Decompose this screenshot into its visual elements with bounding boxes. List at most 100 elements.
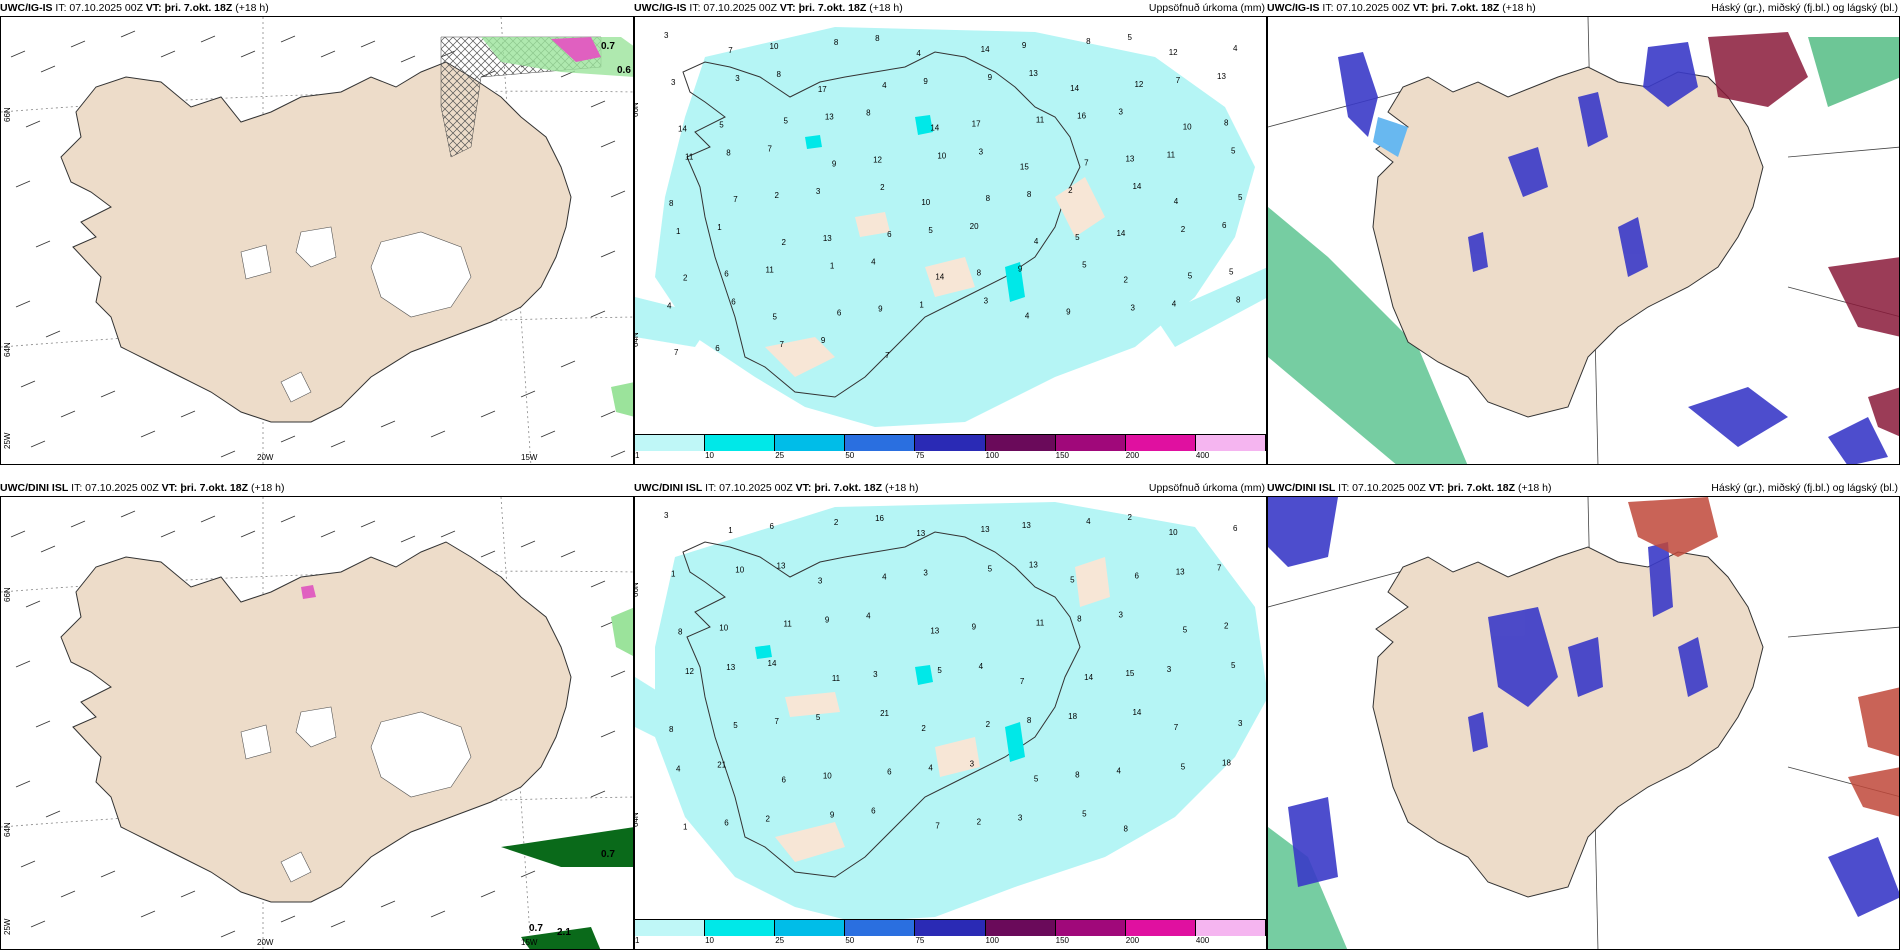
- precip-value: 5: [1229, 268, 1234, 277]
- precip-value: 3: [970, 759, 975, 768]
- precip-legend: 1 10 25 50 75 100 150 200 400: [635, 919, 1266, 949]
- legend-swatch: [775, 435, 846, 451]
- precip-value: 4: [1034, 237, 1039, 246]
- lat-label-64: 64N: [3, 822, 12, 837]
- precip-value: 4: [1233, 44, 1238, 53]
- precip-value: 4: [916, 49, 921, 58]
- lon-label-15: 15W: [521, 938, 538, 947]
- precip-value: 2: [1224, 622, 1229, 631]
- precip-value: 4: [1172, 299, 1177, 308]
- precip-value: 13: [1125, 154, 1134, 163]
- precip-value: 10: [921, 198, 930, 207]
- lead-time: (+18 h): [884, 482, 919, 494]
- glaciers: [240, 226, 472, 403]
- precip-value: 13: [916, 529, 925, 538]
- precip-value: 9: [1066, 307, 1071, 316]
- precip-value: 8: [1224, 119, 1229, 128]
- precip-value: 5: [733, 721, 738, 730]
- precip-value: 9: [1018, 265, 1023, 274]
- legend-swatch: [845, 920, 916, 936]
- precip-value: 13: [1176, 567, 1185, 576]
- precip-value: 9: [988, 73, 993, 82]
- glaciers: [240, 706, 472, 883]
- precip-value: 2: [1181, 225, 1186, 234]
- precip-intense: [755, 645, 1025, 762]
- precip-value: 4: [866, 612, 871, 621]
- precip-value: 5: [937, 666, 942, 675]
- precip-value: 11: [1167, 150, 1176, 159]
- precip-value: 10: [937, 151, 946, 160]
- lead-time: (+18 h): [869, 2, 903, 14]
- wind-label-a: 0.7: [601, 41, 615, 52]
- wind-label-b: 0.7: [529, 923, 543, 934]
- map-precip-top[interactable]: 3 7 10 8 8 4 14 9 8 5 12 4 3 3 8 17 4 9 9 13 14 12 7 13 14 5 5 13 8 1…: [634, 16, 1267, 465]
- valid-time: VT: þri. 7.okt. 18Z: [145, 2, 233, 14]
- legend-swatch: [705, 435, 776, 451]
- precip-value: 12: [1169, 48, 1178, 57]
- legend-ticks: 1 10 25 50 75 100 150 200 400: [635, 935, 1266, 949]
- precip-value: 3: [923, 568, 928, 577]
- legend-tick-label: 150: [1055, 936, 1070, 945]
- precip-value: 2: [683, 274, 688, 283]
- legend-swatch: [775, 920, 846, 936]
- map-wind-bottom[interactable]: 0.7 0.7 2.1 66N 64N 25W 20W 15W: [0, 496, 634, 950]
- map-precip-bottom[interactable]: 3 1 6 2 16 13 13 13 4 2 10 6 1 10 13 3 4 3 5 13 5 6 13 7 8 10 11 9 4…: [634, 496, 1267, 950]
- precip-value: 1: [676, 227, 681, 236]
- panel-precip-bottom: UWC/DINI ISL IT: 07.10.2025 00Z VT: þri.…: [634, 480, 1267, 950]
- high-cloud-red: [1708, 32, 1899, 437]
- precip-value: 8: [669, 725, 674, 734]
- precip-magenta-top: [551, 37, 601, 62]
- precip-value: 8: [1236, 295, 1241, 304]
- precip-value: 6: [1222, 221, 1227, 230]
- precip-value: 5: [1188, 272, 1193, 281]
- lead-time: (+18 h): [1517, 482, 1552, 494]
- precip-value: 10: [770, 42, 779, 51]
- map-wind-top[interactable]: 0.7 0.6 66N 64N 25W 20W 15W: [0, 16, 634, 465]
- precip-value: 18: [1222, 758, 1231, 767]
- precip-value: 11: [1036, 116, 1045, 125]
- lat-label-64: 64N: [634, 812, 640, 827]
- iceland-landmass: [1372, 546, 1764, 898]
- precip-value: 13: [1022, 521, 1031, 530]
- lat-label-66: 66N: [3, 107, 12, 122]
- panel-header: UWC/IG-IS IT: 07.10.2025 00Z VT: þri. 7.…: [1267, 0, 1900, 16]
- valid-time: VT: þri. 7.okt. 18Z: [161, 482, 249, 494]
- precip-value: 4: [667, 301, 672, 310]
- map-canvas: [1268, 497, 1899, 949]
- precip-value: 7: [885, 351, 890, 360]
- precip-value: 5: [1075, 233, 1080, 242]
- map-clouds-top[interactable]: [1267, 16, 1900, 465]
- precip-value: 5: [1070, 575, 1075, 584]
- legend-tick-label: 1: [635, 451, 640, 460]
- legend-ticks: 1 10 25 50 75 100 150 200 400: [635, 450, 1266, 464]
- legend-tick-label: 25: [775, 451, 785, 460]
- precip-value: 2: [1068, 186, 1073, 195]
- precip-value: 6: [782, 775, 787, 784]
- legend-swatch: [1125, 920, 1196, 936]
- precip-value: 2: [834, 518, 839, 527]
- legend-swatch: [705, 920, 776, 936]
- legend-tick-label: 400: [1195, 936, 1210, 945]
- init-time: IT: 07.10.2025 00Z: [705, 482, 793, 494]
- precip-value: 15: [1125, 669, 1134, 678]
- lat-label-66: 66N: [3, 587, 12, 602]
- init-time: IT: 07.10.2025 00Z: [55, 2, 143, 14]
- precip-value: 3: [735, 74, 740, 83]
- legend-tick-label: 200: [1125, 451, 1140, 460]
- precip-value: 16: [875, 514, 884, 523]
- precip-value: 2: [766, 815, 771, 824]
- lat-label-66: 66N: [634, 102, 640, 117]
- precip-value: 5: [1034, 774, 1039, 783]
- precip-value: 8: [678, 628, 683, 637]
- precip-value: 1: [728, 526, 733, 535]
- mid-cloud-blue: [1338, 42, 1888, 464]
- legend-swatch: [985, 920, 1056, 936]
- precip-value: 8: [866, 109, 871, 118]
- precip-value: 14: [981, 45, 990, 54]
- legend-swatch: [985, 435, 1056, 451]
- precip-value: 13: [777, 561, 786, 570]
- map-clouds-bottom[interactable]: [1267, 496, 1900, 950]
- precip-value: 9: [923, 77, 928, 86]
- precip-value: 8: [777, 70, 782, 79]
